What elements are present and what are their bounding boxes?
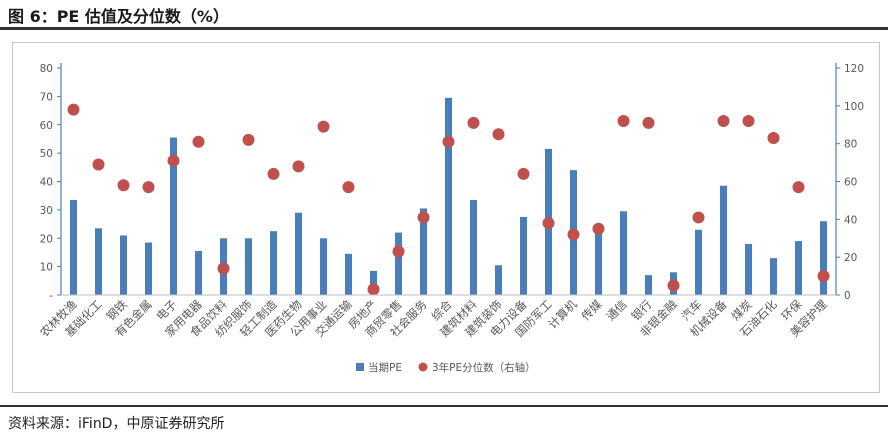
bar-13 <box>370 270 377 295</box>
source-rule <box>0 405 888 407</box>
percentile-dot-5 <box>167 154 180 167</box>
bar-3 <box>120 235 127 295</box>
category-label: 通信 <box>603 297 629 323</box>
percentile-dot-26 <box>692 211 705 224</box>
bar-19 <box>520 216 527 295</box>
bar-17 <box>470 199 477 295</box>
category-label: 传媒 <box>578 297 605 324</box>
right-tick-label: 100 <box>844 101 864 113</box>
percentile-dot-11 <box>317 120 330 133</box>
left-tick-label: 30 <box>40 205 53 217</box>
percentile-dot-7 <box>217 262 230 275</box>
percentile-dot-30 <box>792 181 805 194</box>
bar-9 <box>270 231 277 295</box>
bar-16 <box>445 97 452 295</box>
percentile-dot-24 <box>642 116 655 129</box>
right-tick-label: 0 <box>844 290 851 302</box>
bar-1 <box>70 199 77 295</box>
title-rule <box>0 27 888 30</box>
percentile-dot-21 <box>567 228 580 241</box>
legend-bar-swatch <box>356 363 364 371</box>
bar-15 <box>420 208 427 295</box>
left-tick-label: 70 <box>40 91 53 103</box>
percentile-dot-28 <box>742 114 755 127</box>
bar-4 <box>145 242 152 295</box>
percentile-dot-13 <box>367 283 380 296</box>
percentile-dot-3 <box>117 179 130 192</box>
percentile-dot-15 <box>417 211 430 224</box>
legend-bar-label: 当期PE <box>368 361 402 374</box>
category-label: 计算机 <box>545 297 580 332</box>
percentile-dot-17 <box>467 116 480 129</box>
percentile-dot-9 <box>267 167 280 180</box>
bar-8 <box>245 238 252 295</box>
percentile-dot-2 <box>92 158 105 171</box>
percentile-dot-14 <box>392 245 405 258</box>
bar-27 <box>720 185 727 295</box>
bar-2 <box>95 228 102 295</box>
left-tick-label: - <box>49 290 53 302</box>
percentile-dot-16 <box>442 135 455 148</box>
percentile-dot-25 <box>667 279 680 292</box>
figure-title: 图 6：PE 估值及分位数（%） <box>8 7 229 26</box>
percentile-dot-22 <box>592 222 605 235</box>
percentile-dot-18 <box>492 128 505 141</box>
percentile-dot-27 <box>717 114 730 127</box>
percentile-dot-10 <box>292 160 305 173</box>
bar-30 <box>795 241 802 295</box>
bar-28 <box>745 243 752 295</box>
left-tick-label: 60 <box>40 120 53 132</box>
bar-26 <box>695 229 702 295</box>
bar-18 <box>495 265 502 295</box>
percentile-dot-4 <box>142 181 155 194</box>
bar-14 <box>395 232 402 295</box>
percentile-dot-29 <box>767 131 780 144</box>
percentile-dot-31 <box>817 270 830 283</box>
right-tick-label: 20 <box>844 252 857 264</box>
bar-11 <box>320 238 327 295</box>
legend-dot-label: 3年PE分位数（右轴） <box>432 361 536 374</box>
right-tick-label: 80 <box>844 139 857 151</box>
percentile-dot-23 <box>617 114 630 127</box>
left-tick-label: 20 <box>40 233 53 245</box>
legend-dot-swatch <box>418 362 428 372</box>
bar-12 <box>345 253 352 295</box>
left-tick-label: 40 <box>40 177 53 189</box>
chart-frame: -10 20 30 40 50 60 70 80 0 20 40 60 80 100 120 农林牧渔 基础化… <box>12 42 880 393</box>
percentile-dot-20 <box>542 217 555 230</box>
right-tick-label: 60 <box>844 177 857 189</box>
right-tick-label: 40 <box>844 214 857 226</box>
bar-24 <box>645 275 652 295</box>
source-note: 资料来源：iFinD，中原证券研究所 <box>8 416 225 432</box>
bar-5 <box>170 137 177 295</box>
percentile-dot-1 <box>67 103 80 116</box>
bar-23 <box>620 211 627 295</box>
percentile-dot-8 <box>242 133 255 146</box>
left-tick-label: 50 <box>40 148 53 160</box>
bar-6 <box>195 251 202 295</box>
left-tick-label: 80 <box>40 63 53 75</box>
percentile-dot-12 <box>342 181 355 194</box>
right-tick-label: 120 <box>844 63 864 75</box>
bar-31 <box>820 221 827 295</box>
bar-22 <box>595 226 602 295</box>
left-tick-label: 10 <box>40 262 53 274</box>
bar-29 <box>770 258 777 295</box>
percentile-dot-19 <box>517 167 530 180</box>
bar-10 <box>295 212 302 295</box>
percentile-dot-6 <box>192 135 205 148</box>
